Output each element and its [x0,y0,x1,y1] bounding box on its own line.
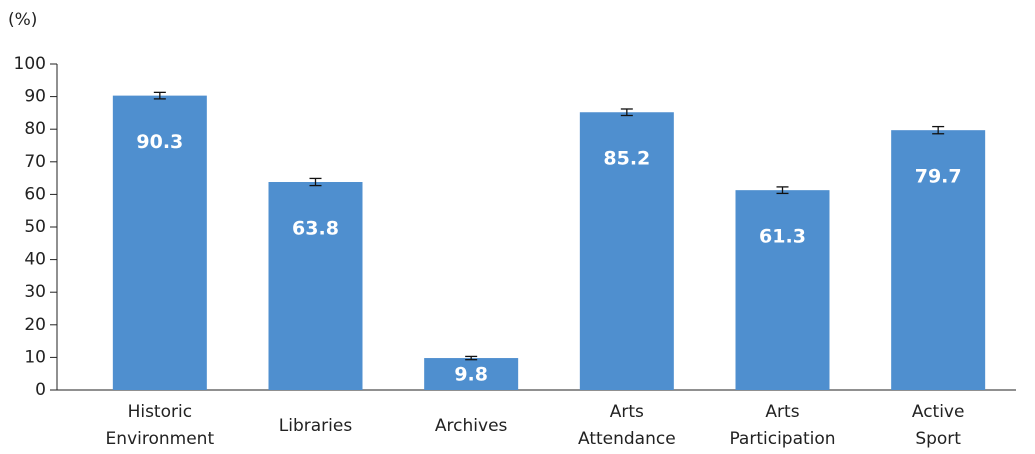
bar [579,112,674,391]
y-tick-label: 90 [24,87,46,107]
error-bar [465,355,478,361]
data-label: 90.3 [136,131,183,153]
x-tick-label: Libraries [278,415,353,436]
error-bar [309,177,322,187]
x-tick-label-box: Arts Attendance [578,398,676,454]
x-tick-label-box: Historic Environment [106,398,215,454]
error-bar [932,125,945,135]
x-tick-label: Arts Attendance [577,402,676,449]
y-tick-label: 20 [24,315,46,335]
y-tick-label: 10 [24,347,46,367]
error-bar [620,108,633,117]
y-tick-label: 60 [24,184,46,204]
x-tick-label: Archives [434,415,508,436]
error-bar [776,186,789,195]
bar [112,95,207,390]
y-tick-label: 30 [24,282,46,302]
y-axis-label: (%) [8,10,37,30]
y-tick-label: 100 [14,54,46,74]
data-label: 85.2 [603,148,650,170]
y-tick-label: 80 [24,119,46,139]
error-bar [153,91,166,100]
y-tick-label: 0 [35,380,46,400]
y-tick-label: 40 [24,250,46,270]
bar [424,358,519,390]
data-label: 79.7 [915,166,962,188]
data-label: 9.8 [454,364,488,386]
x-tick-label: Arts Participation [729,402,836,449]
x-tick-label-box: Active Sport [912,398,965,454]
data-label: 61.3 [759,226,806,248]
bar [268,182,363,390]
x-tick-label-box: Libraries [279,398,352,454]
bar [891,130,986,391]
x-tick-label-box: Arts Participation [729,398,835,454]
x-tick-label-box: Archives [435,398,507,454]
bar [735,190,830,390]
y-tick-label: 70 [24,152,46,172]
x-tick-label: Historic Environment [105,402,215,449]
x-tick-label: Active Sport [911,402,965,449]
data-label: 63.8 [292,218,339,240]
y-tick-label: 50 [24,217,46,237]
